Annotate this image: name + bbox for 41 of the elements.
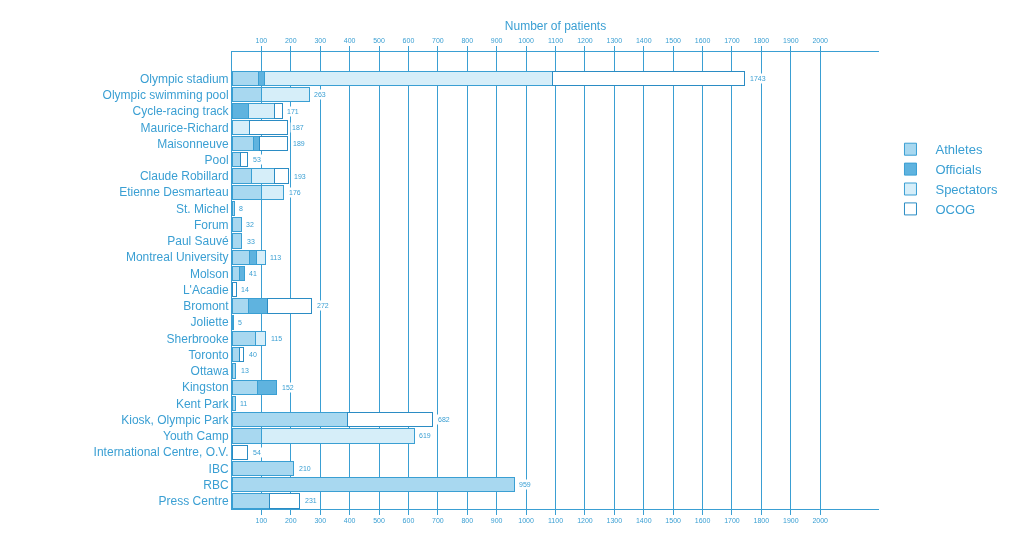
bar <box>274 168 290 184</box>
y-tick-label: Maurice-Richard <box>140 120 229 135</box>
y-tick-label: Toronto <box>188 347 229 362</box>
legend-label: OCOG <box>935 201 976 217</box>
bar <box>232 444 249 460</box>
y-tick-label: St. Michel <box>175 201 229 216</box>
y-tick-label: Forum <box>193 217 229 232</box>
y-tick-label: Claude Robillard <box>139 169 229 184</box>
bar <box>552 70 746 87</box>
bar <box>347 412 434 428</box>
y-tick-label: International Centre, O.V. <box>93 445 229 460</box>
legend-label: Officials <box>935 162 982 178</box>
y-tick-label: Maisonneuve <box>157 136 229 151</box>
y-tick-label: Cycle-racing track <box>132 104 230 119</box>
bar <box>232 282 237 298</box>
y-tick-label: Kent Park <box>175 396 230 411</box>
x-axis-title: Number of patients <box>504 18 607 33</box>
y-tick-label: Molson <box>189 266 229 281</box>
legend-label: Athletes <box>935 142 983 158</box>
y-tick-label: Etienne Desmarteau <box>119 185 229 200</box>
y-tick-label: Montreal University <box>125 250 229 265</box>
y-tick-label: Sherbrooke <box>166 331 229 346</box>
y-tick-label: Paul Sauvé <box>167 234 229 249</box>
bar <box>269 493 301 509</box>
y-tick-label: Youth Camp <box>162 429 229 444</box>
y-tick-label: RBC <box>203 477 229 492</box>
y-tick-label: Joliette <box>190 315 229 330</box>
bar <box>238 347 245 363</box>
y-tick-label: IBC <box>208 461 229 476</box>
y-tick-label: Kingston <box>181 380 229 395</box>
y-tick-label: Ottawa <box>190 364 229 379</box>
y-tick-label: Bromont <box>183 299 230 314</box>
y-tick-label: Press Centre <box>158 494 229 509</box>
bar <box>240 152 249 168</box>
legend-label: Spectators <box>935 182 999 198</box>
y-tick-label: Olympic swimming pool <box>102 88 229 103</box>
y-tick-label: L'Acadie <box>182 282 229 297</box>
y-tick-label: Olympic stadium <box>139 71 229 86</box>
y-tick-label: Kiosk, Olympic Park <box>121 412 230 427</box>
bar <box>267 298 313 314</box>
y-tick-label: Pool <box>204 153 229 168</box>
